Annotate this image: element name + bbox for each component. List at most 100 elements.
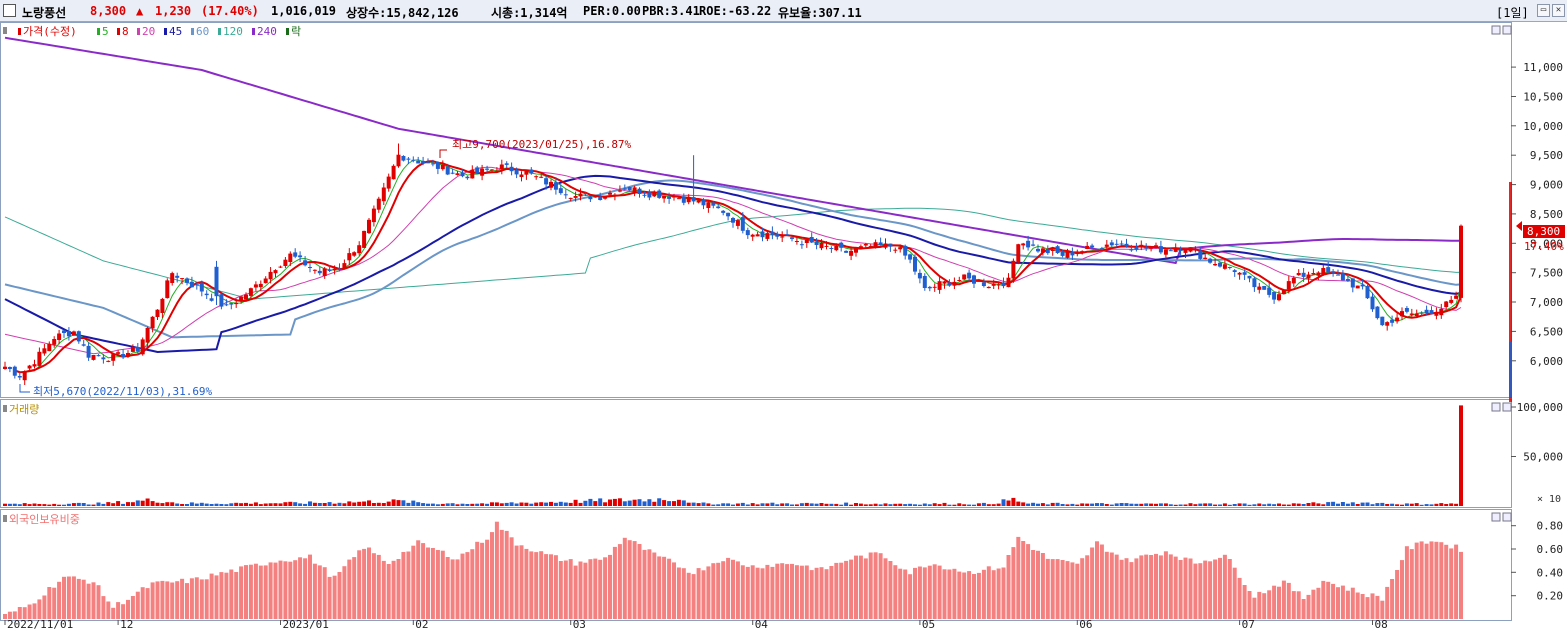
- foreign-ratio-bar: [22, 607, 27, 619]
- foreign-label: 외국인보유비중: [9, 513, 80, 526]
- foreign-ratio-bar: [553, 555, 558, 619]
- volume-bar: [376, 502, 381, 506]
- candle-body: [470, 169, 475, 179]
- foreign-panel-min-icon[interactable]: [1491, 512, 1501, 522]
- volume-bar: [617, 498, 622, 506]
- candle-body: [1227, 267, 1232, 268]
- stock-name[interactable]: 노랑풍선: [22, 6, 67, 20]
- candle-body: [603, 196, 608, 199]
- foreign-ratio-bar: [1345, 590, 1350, 619]
- candle-body: [721, 210, 726, 213]
- price-tick-label: 10,000: [1523, 120, 1563, 133]
- foreign-ratio-bar: [209, 573, 214, 619]
- foreign-ratio-bar: [1350, 587, 1355, 619]
- foreign-ratio-bar: [745, 566, 750, 619]
- candle-body: [12, 366, 17, 376]
- volume-bar: [185, 504, 189, 506]
- foreign-ratio-bar: [317, 565, 322, 619]
- price-panel-min-icon[interactable]: [1491, 25, 1501, 35]
- volume-bar: [1400, 504, 1404, 506]
- candle-body: [1006, 277, 1011, 288]
- volume-panel[interactable]: [0, 399, 1512, 508]
- volume-bar: [1129, 503, 1134, 506]
- foreign-ratio-bar: [1439, 542, 1444, 619]
- candle-body: [1183, 249, 1188, 253]
- foreign-ratio-bar: [1080, 558, 1085, 619]
- volume-bar: [927, 504, 932, 506]
- volume-bar: [32, 503, 37, 506]
- candle-body: [244, 294, 248, 300]
- foreign-ratio-bar: [1178, 560, 1183, 619]
- candle-body: [809, 237, 814, 243]
- candle-body: [1080, 251, 1085, 253]
- volume-bar: [794, 504, 799, 506]
- volume-bar: [1139, 503, 1144, 506]
- candle-body: [913, 256, 917, 272]
- foreign-ratio-bar: [1281, 580, 1286, 619]
- chart-area[interactable]: 가격(수정) 5 8 20 45 60 120 240 락 거래량 외국인보유비중 11,000…: [0, 22, 1567, 630]
- foreign-ratio-bar: [416, 540, 421, 619]
- foreign-ratio-bar: [1075, 563, 1080, 619]
- volume-bar: [130, 502, 135, 506]
- foreign-ratio-bar: [258, 565, 263, 619]
- volume-bar: [37, 504, 42, 506]
- date-tick-label: 2023/01: [283, 618, 329, 630]
- volume-panel-min-icon[interactable]: [1491, 402, 1501, 412]
- volume-bar: [367, 500, 371, 506]
- candle-body: [1065, 251, 1070, 258]
- volume-bar: [76, 502, 81, 506]
- candle-body: [731, 218, 735, 223]
- select-checkbox[interactable]: [3, 4, 16, 17]
- candle-body: [1198, 250, 1203, 259]
- candle-body: [534, 176, 539, 178]
- date-tick-label: 08: [1375, 618, 1388, 630]
- volume-bar: [155, 502, 160, 506]
- foreign-ratio-bar: [485, 539, 490, 619]
- price-panel-close-icon[interactable]: [1502, 25, 1512, 35]
- foreign-ratio-bar: [878, 553, 883, 619]
- volume-panel-close-icon[interactable]: [1502, 402, 1512, 412]
- volume-bar: [430, 503, 435, 506]
- volume-bar: [1144, 503, 1149, 506]
- volume-bar: [967, 504, 972, 506]
- candle-body: [332, 268, 337, 271]
- foreign-ratio-bar: [1409, 549, 1414, 619]
- date-tick-label: 12: [120, 618, 133, 630]
- foreign-ratio-bar: [721, 561, 726, 619]
- candle-body: [1060, 251, 1065, 256]
- candle-body: [17, 376, 22, 378]
- foreign-ratio-bar: [858, 555, 863, 619]
- volume-bar: [873, 503, 878, 506]
- foreign-ratio-bar: [544, 554, 549, 619]
- volume-bar: [799, 503, 804, 506]
- volume-bar: [888, 504, 893, 506]
- foreign-panel-close-icon[interactable]: [1502, 512, 1512, 522]
- foreign-ratio-bar: [1429, 541, 1434, 619]
- foreign-ratio-bar: [794, 565, 799, 619]
- candle-body: [780, 236, 785, 238]
- foreign-ratio-bar: [1124, 558, 1129, 619]
- minimize-button[interactable]: ▭: [1537, 4, 1550, 17]
- period-selector[interactable]: [1일]: [1496, 6, 1529, 20]
- candle-body: [1385, 322, 1390, 326]
- foreign-ratio-bar: [529, 551, 534, 619]
- candle-body: [121, 354, 126, 358]
- volume-bar: [293, 502, 298, 506]
- foreign-ratio-bar: [116, 602, 121, 619]
- candle-body: [760, 231, 765, 238]
- foreign-ratio-bar: [91, 582, 96, 619]
- candle-body: [312, 269, 317, 271]
- foreign-ratio-bar: [622, 537, 627, 619]
- candle-body: [745, 230, 750, 236]
- foreign-ratio-bar: [829, 566, 834, 619]
- volume-bar: [903, 504, 908, 506]
- change-up-icon: ▲: [136, 4, 144, 18]
- candle-body: [790, 237, 794, 239]
- foreign-ratio-bar: [1070, 562, 1075, 619]
- candle-body: [1424, 309, 1429, 314]
- volume-bar: [66, 503, 71, 506]
- close-button[interactable]: ✕: [1552, 4, 1565, 17]
- foreign-ratio-bar: [342, 566, 347, 619]
- candle-body: [583, 193, 588, 195]
- volume-bar: [976, 503, 981, 506]
